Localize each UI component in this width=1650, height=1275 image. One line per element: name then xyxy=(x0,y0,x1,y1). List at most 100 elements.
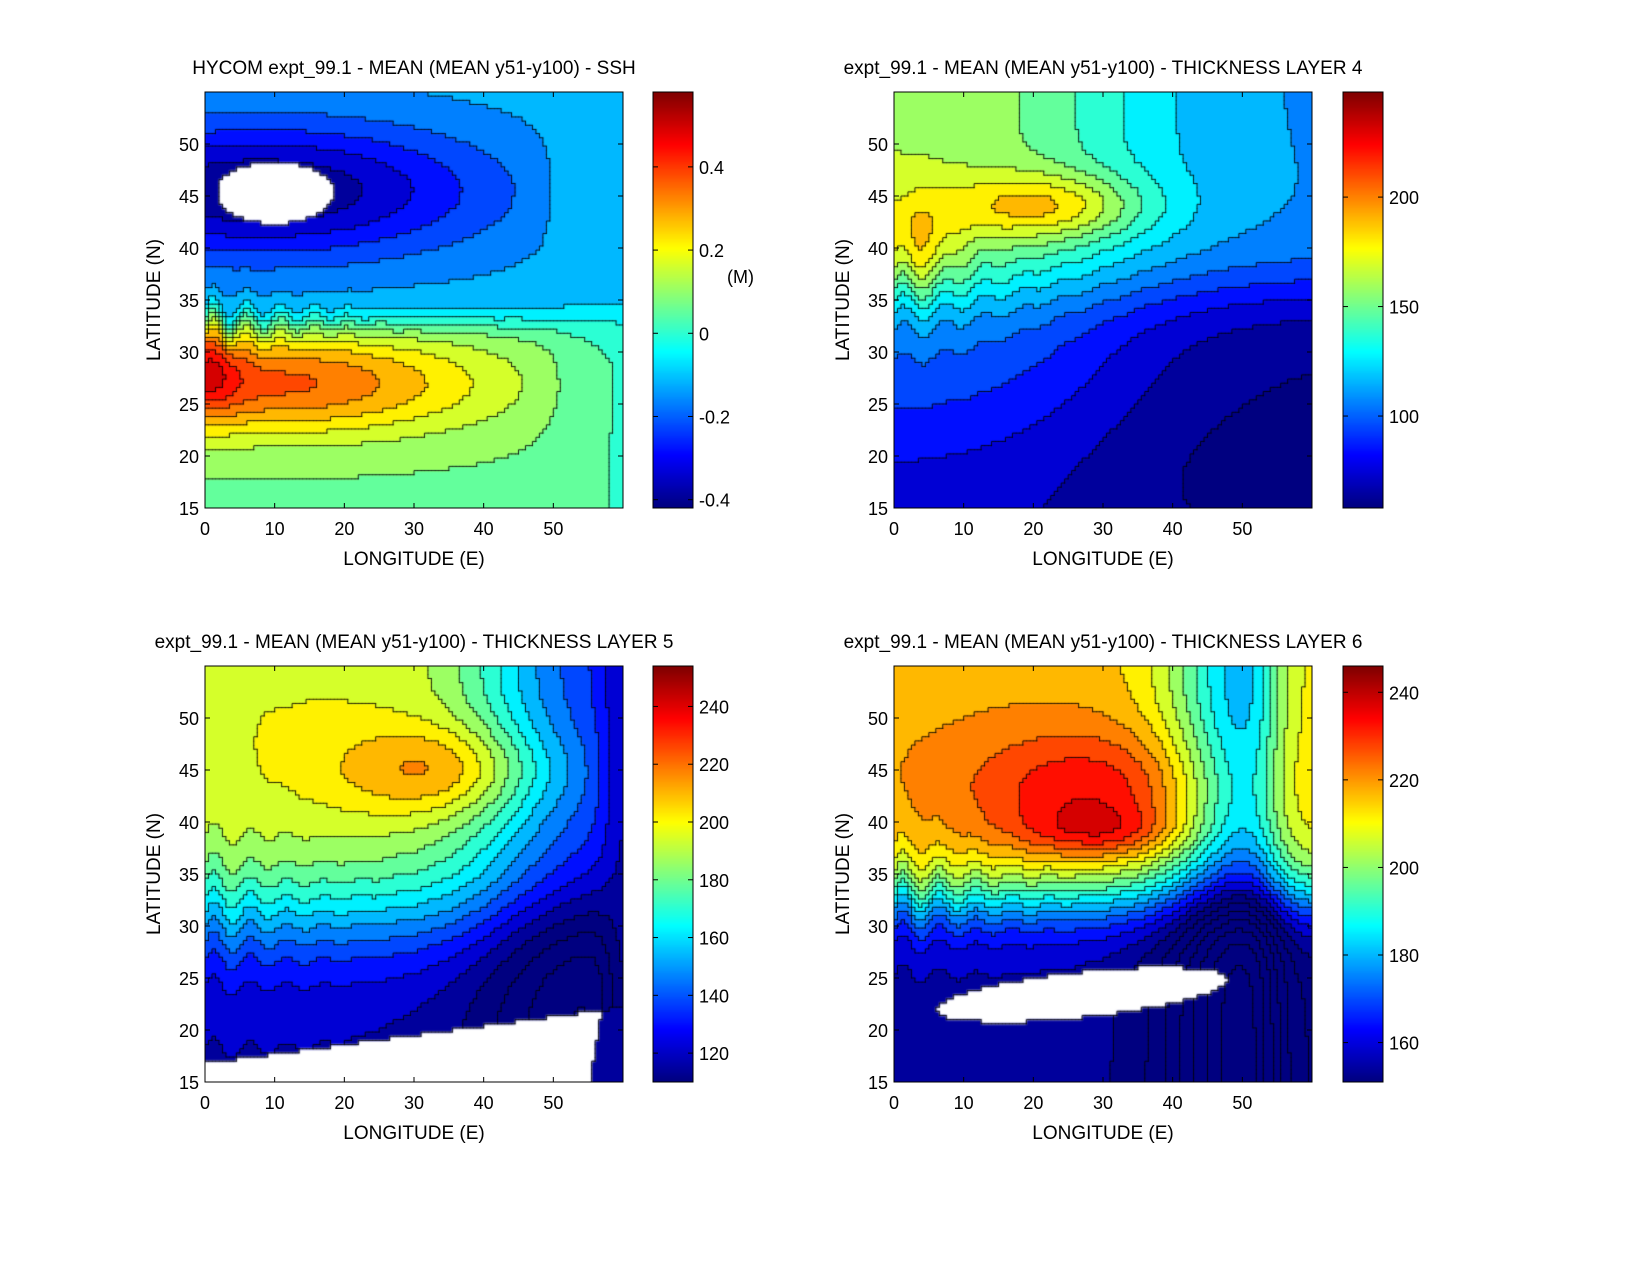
y-tick-label: 50 xyxy=(179,709,199,729)
x-tick-label: 40 xyxy=(474,1093,494,1113)
x-axis-label: LONGITUDE (E) xyxy=(343,1123,484,1144)
x-tick-label: 50 xyxy=(1232,519,1252,539)
y-axis-label: LATITUDE (N) xyxy=(833,239,854,361)
y-tick-label: 25 xyxy=(179,969,199,989)
chart-title: expt_99.1 - MEAN (MEAN y51-y100) - THICK… xyxy=(155,632,674,653)
y-tick-label: 35 xyxy=(868,291,888,311)
colorbar-unit-label: (M) xyxy=(727,267,754,287)
y-tick-label: 15 xyxy=(868,499,888,519)
x-tick-label: 10 xyxy=(265,1093,285,1113)
y-tick-label: 45 xyxy=(868,187,888,207)
colorbar-tick-label: 100 xyxy=(1389,407,1419,427)
x-tick-label: 50 xyxy=(543,1093,563,1113)
x-axis-label: LONGITUDE (E) xyxy=(1032,549,1173,570)
y-tick-label: 15 xyxy=(179,499,199,519)
y-tick-label: 40 xyxy=(179,239,199,259)
y-tick-label: 20 xyxy=(179,1021,199,1041)
y-tick-label: 30 xyxy=(179,917,199,937)
x-tick-label: 10 xyxy=(265,519,285,539)
colorbar-tick-label: 160 xyxy=(699,929,729,949)
y-tick-label: 40 xyxy=(868,813,888,833)
colorbar: 160 180 200 220 240 xyxy=(1342,665,1419,1083)
x-tick-label: 30 xyxy=(404,1093,424,1113)
colorbar-tick-label: 240 xyxy=(1389,683,1419,703)
x-tick-label: 50 xyxy=(543,519,563,539)
y-tick-label: 45 xyxy=(179,187,199,207)
x-tick-label: 0 xyxy=(889,519,899,539)
colorbar-tick-label: 0.4 xyxy=(699,158,724,178)
y-tick-label: 35 xyxy=(179,291,199,311)
y-tick-label: 30 xyxy=(179,343,199,363)
x-tick-label: 0 xyxy=(889,1093,899,1113)
colorbar-tick-label: 200 xyxy=(1389,858,1419,878)
colorbar-tick-label: -0.4 xyxy=(699,491,730,511)
x-tick-label: 10 xyxy=(954,1093,974,1113)
x-tick-label: 40 xyxy=(474,519,494,539)
colorbar-frame xyxy=(1342,91,1384,509)
heatmap-field xyxy=(894,666,1312,1082)
colorbar-gradient xyxy=(1343,92,1383,508)
x-axis-label: LONGITUDE (E) xyxy=(343,549,484,570)
heatmap-field xyxy=(205,92,623,508)
colorbar-tick-label: 180 xyxy=(699,871,729,891)
y-axis-label: LATITUDE (N) xyxy=(144,239,165,361)
x-tick-label: 30 xyxy=(1093,519,1113,539)
colorbar: -0.4 -0.2 0 0.2 0.4 (M) xyxy=(652,91,754,511)
y-tick-label: 20 xyxy=(179,447,199,467)
x-axis-label: LONGITUDE (E) xyxy=(1032,1123,1173,1144)
colorbar-gradient xyxy=(653,666,693,1082)
chart-panel-1: HYCOM expt_99.1 - MEAN (MEAN y51-y100) -… xyxy=(144,58,754,570)
chart-title: expt_99.1 - MEAN (MEAN y51-y100) - THICK… xyxy=(844,632,1363,653)
y-tick-label: 25 xyxy=(868,395,888,415)
x-tick-label: 0 xyxy=(200,519,210,539)
y-tick-label: 35 xyxy=(179,865,199,885)
y-tick-label: 40 xyxy=(179,813,199,833)
x-tick-label: 20 xyxy=(334,519,354,539)
chart-title: expt_99.1 - MEAN (MEAN y51-y100) - THICK… xyxy=(844,58,1363,79)
y-axis-label: LATITUDE (N) xyxy=(833,813,854,935)
heatmap-field xyxy=(894,92,1312,508)
colorbar-tick-label: 120 xyxy=(699,1044,729,1064)
x-tick-label: 20 xyxy=(1023,1093,1043,1113)
y-tick-label: 45 xyxy=(179,761,199,781)
heatmap-field xyxy=(205,666,623,1082)
x-tick-label: 10 xyxy=(954,519,974,539)
y-tick-label: 20 xyxy=(868,447,888,467)
y-tick-label: 40 xyxy=(868,239,888,259)
colorbar-gradient xyxy=(1343,666,1383,1082)
colorbar-frame xyxy=(652,91,694,509)
colorbar-tick-label: 0 xyxy=(699,324,709,344)
y-tick-label: 30 xyxy=(868,343,888,363)
colorbar-frame xyxy=(652,665,694,1083)
x-tick-label: 50 xyxy=(1232,1093,1252,1113)
x-tick-label: 40 xyxy=(1163,519,1183,539)
chart-panel-2: expt_99.1 - MEAN (MEAN y51-y100) - THICK… xyxy=(833,58,1419,570)
y-tick-label: 50 xyxy=(868,709,888,729)
y-tick-label: 35 xyxy=(868,865,888,885)
colorbar-tick-label: 180 xyxy=(1389,946,1419,966)
y-tick-label: 15 xyxy=(868,1073,888,1093)
y-tick-label: 45 xyxy=(868,761,888,781)
y-tick-label: 50 xyxy=(868,135,888,155)
x-tick-label: 20 xyxy=(334,1093,354,1113)
colorbar-tick-label: -0.2 xyxy=(699,407,730,427)
colorbar: 120 140 160 180 200 220 240 xyxy=(652,665,729,1083)
y-tick-label: 25 xyxy=(868,969,888,989)
colorbar-tick-label: 0.2 xyxy=(699,241,724,261)
colorbar-tick-label: 220 xyxy=(699,755,729,775)
x-tick-label: 20 xyxy=(1023,519,1043,539)
y-axis-label: LATITUDE (N) xyxy=(144,813,165,935)
chart-panel-4: expt_99.1 - MEAN (MEAN y51-y100) - THICK… xyxy=(833,632,1419,1144)
y-tick-label: 25 xyxy=(179,395,199,415)
colorbar-tick-label: 200 xyxy=(1389,188,1419,208)
y-tick-label: 50 xyxy=(179,135,199,155)
y-tick-label: 30 xyxy=(868,917,888,937)
colorbar-tick-label: 140 xyxy=(699,986,729,1006)
x-tick-label: 0 xyxy=(200,1093,210,1113)
colorbar-tick-label: 240 xyxy=(699,697,729,717)
x-tick-label: 30 xyxy=(1093,1093,1113,1113)
y-tick-label: 20 xyxy=(868,1021,888,1041)
chart-title: HYCOM expt_99.1 - MEAN (MEAN y51-y100) -… xyxy=(192,58,635,79)
x-tick-label: 30 xyxy=(404,519,424,539)
